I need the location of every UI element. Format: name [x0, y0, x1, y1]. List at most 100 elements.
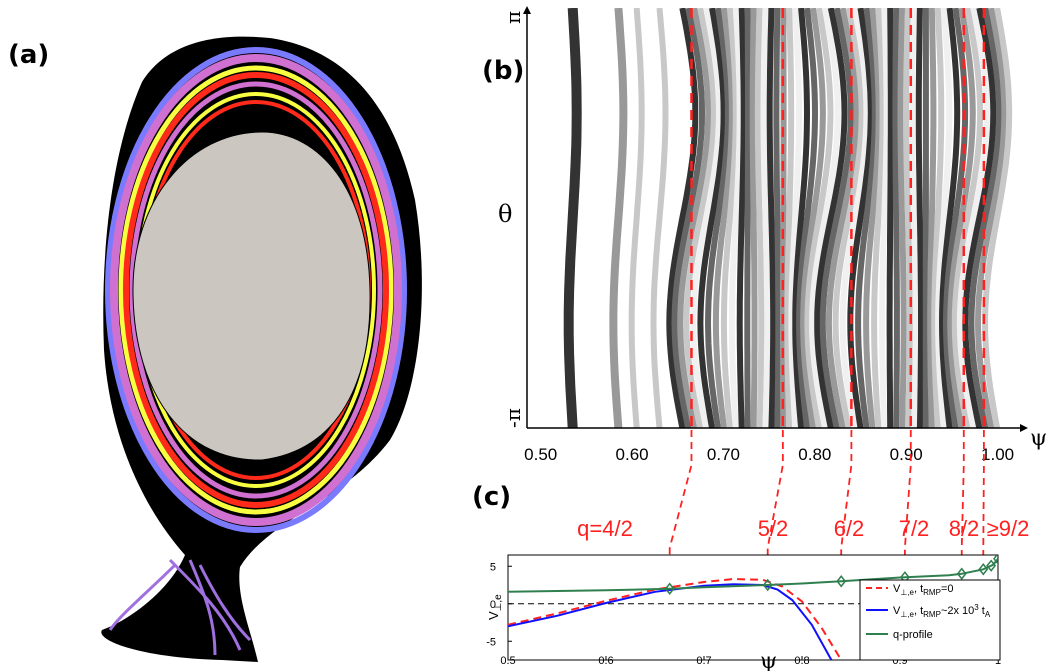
b-y-tick-minus-pi: -π: [501, 408, 525, 428]
poincare-band: [712, 8, 735, 428]
b-y-axis-arrow: [523, 6, 531, 14]
poincare-band: [871, 8, 886, 428]
q-profile-marker: [956, 567, 967, 580]
poincare-band: [788, 8, 802, 428]
poincare-band: [650, 8, 669, 428]
q-profile-marker: [836, 575, 847, 588]
poincare-band: [690, 8, 723, 428]
poincare-band: [886, 8, 894, 428]
poincare-band: [628, 8, 645, 428]
legend-label: q-profile: [893, 629, 933, 641]
poincare-band: [938, 8, 961, 428]
legend-label: V⊥,e, tRMP=0: [893, 583, 953, 597]
q-profile-marker: [978, 563, 989, 576]
b-x-tick-label: 0.50: [524, 445, 557, 464]
poincare-band: [879, 8, 890, 428]
poincare-band: [766, 8, 777, 428]
poincare-band: [832, 8, 865, 428]
poincare-band: [902, 8, 913, 428]
poincare-band: [609, 8, 628, 428]
poincare-band: [897, 8, 907, 428]
divertor-leg-fan: [108, 558, 252, 656]
poincare-band: [671, 8, 706, 428]
poincare-band: [683, 8, 717, 428]
series-line: [508, 558, 998, 593]
b-x-tick-label: 0.60: [616, 445, 649, 464]
poincare-band: [744, 8, 751, 428]
poincare-band: [677, 8, 712, 428]
poincare-band: [704, 8, 731, 428]
poincare-band: [935, 8, 953, 428]
resonance-label: q=4/2: [577, 516, 633, 541]
poincare-band: [666, 8, 699, 428]
b-y-axis-label: θ: [498, 200, 512, 228]
poincare-band: [754, 8, 765, 428]
b-y-tick-pi: π: [501, 11, 525, 24]
c-x-tick-label: 1: [995, 655, 1001, 667]
poincare-band: [982, 8, 1013, 428]
poincare-band: [839, 8, 870, 428]
poincare-band: [792, 8, 811, 428]
c-x-axis-label: ψ: [760, 649, 777, 671]
poincare-theta-psi-plot: 0.50 0.60 0.70 0.80 0.90 1.00 ψ θ π -π: [498, 6, 1046, 464]
poincare-band: [962, 8, 997, 428]
flux-surface-ring: [129, 81, 383, 499]
poincare-band: [892, 8, 900, 428]
c-y-tick-label: 0: [490, 599, 496, 611]
poincare-band: [951, 8, 984, 428]
c-y-tick-label: 5: [490, 561, 496, 573]
panel-label-b: (b): [482, 56, 525, 86]
resonance-label: 7/2: [899, 516, 930, 541]
poincare-band: [736, 8, 747, 428]
resonance-connector: [668, 430, 693, 589]
legend: V⊥,e, tRMP=0 V⊥,e, tRMP~2x 103 tA q-profil…: [859, 579, 1001, 661]
b-x-tick-label: 0.80: [798, 445, 831, 464]
q-profile-marker: [986, 559, 997, 572]
b-x-axis-arrow: [1020, 424, 1028, 432]
poincare-band: [968, 8, 1003, 428]
c-x-tick-label: 0.6: [598, 655, 613, 667]
series-line: [508, 583, 833, 660]
poincare-band: [563, 8, 582, 428]
b-x-axis-label: ψ: [1030, 426, 1046, 451]
poincare-band: [909, 8, 919, 428]
poincare-band: [825, 8, 860, 428]
series-line: [508, 577, 843, 660]
resonance-label: 8/2: [949, 516, 980, 541]
poincare-band: [800, 8, 826, 428]
panel-label-a: (a): [8, 40, 50, 70]
flux-surface-ring: [105, 47, 407, 533]
poincare-band: [728, 8, 743, 428]
c-x-tick-label: 0.7: [696, 655, 711, 667]
q-profile-marker: [664, 582, 675, 595]
poincare-band: [796, 8, 819, 428]
poincare-band: [974, 8, 1008, 428]
poincare-band: [773, 8, 782, 428]
poincare-band: [814, 8, 848, 428]
b-x-tick-label: 0.70: [707, 445, 740, 464]
resonance-connector: [982, 430, 985, 570]
c-x-tick-label: 0.8: [794, 655, 809, 667]
flux-surface-ring: [118, 65, 394, 515]
c-y-axis-label: V⊥,e: [486, 594, 504, 620]
poincare-band: [915, 8, 924, 428]
b-x-tick-label: 0.90: [890, 445, 923, 464]
poincare-band: [819, 8, 854, 428]
poincare-band: [804, 8, 834, 428]
poincare-band: [947, 8, 976, 428]
b-x-tick-label: 1.00: [981, 445, 1014, 464]
flux-surface-ring: [123, 72, 389, 508]
flux-surface-ring: [110, 54, 402, 526]
q-profile-marker: [762, 578, 773, 592]
c-y-tick-label: -5: [486, 636, 496, 648]
poincare-cross-section: [101, 36, 422, 663]
panel-label-c: (c): [472, 482, 512, 512]
poincare-band: [760, 8, 771, 428]
poincare-band: [720, 8, 739, 428]
poincare-band: [697, 8, 727, 428]
plasma-core-region: [132, 131, 371, 461]
resonance-label: 6/2: [834, 516, 865, 541]
poincare-band: [927, 8, 937, 428]
poincare-band: [855, 8, 878, 428]
